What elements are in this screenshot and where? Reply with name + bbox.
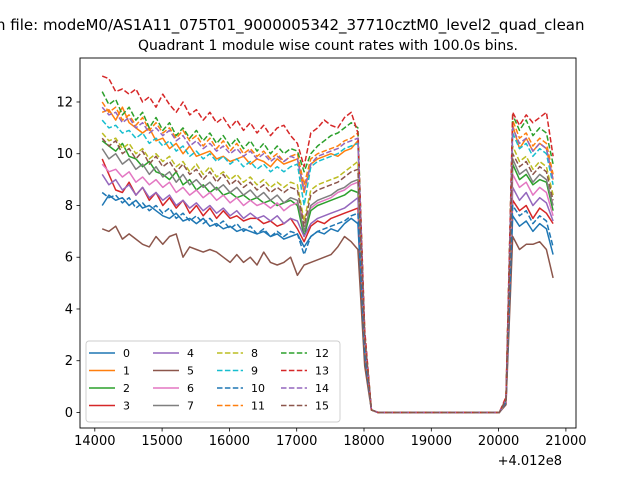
series-line-15	[101, 137, 554, 414]
legend-label-2: 2	[123, 382, 130, 395]
x-tick-label: 20000	[478, 434, 519, 449]
y-tick-label: 2	[65, 354, 73, 369]
legend-label-5: 5	[187, 365, 194, 378]
chart-title: Quadrant 1 module wise count rates with …	[138, 38, 518, 54]
legend-label-8: 8	[251, 347, 258, 360]
legend-label-13: 13	[315, 365, 329, 378]
legend-frame	[85, 340, 341, 423]
x-tick-label: 16000	[209, 434, 250, 449]
legend-label-11: 11	[251, 400, 265, 413]
x-tick-label: 15000	[141, 434, 182, 449]
legend-label-10: 10	[251, 382, 265, 395]
y-tick-label: 12	[56, 95, 73, 110]
series-layer	[101, 75, 554, 414]
x-tick-label: 18000	[343, 434, 384, 449]
legend-label-12: 12	[315, 347, 329, 360]
plot-frame	[79, 57, 577, 429]
y-tick-label: 8	[65, 199, 73, 214]
legend-label-0: 0	[123, 347, 130, 360]
legend-label-1: 1	[123, 365, 130, 378]
legend-label-4: 4	[187, 347, 194, 360]
x-tick-label: 19000	[411, 434, 452, 449]
y-axis: 0 2 4 6 8 10 12	[56, 95, 80, 421]
x-tick-label: 14000	[74, 434, 115, 449]
legend-label-6: 6	[187, 382, 194, 395]
legend-label-15: 15	[315, 400, 329, 413]
x-tick-label: 21000	[545, 434, 586, 449]
legend-label-14: 14	[315, 382, 329, 395]
figure-suptitle: n file: modeM0/AS1A11_075T01_9000005342_…	[0, 16, 585, 35]
y-tick-label: 6	[65, 251, 73, 266]
x-tick-label: 17000	[276, 434, 317, 449]
y-tick-label: 0	[65, 406, 73, 421]
legend-label-9: 9	[251, 365, 258, 378]
legend-label-3: 3	[123, 400, 130, 413]
y-tick-label: 4	[65, 302, 73, 317]
legend-label-7: 7	[187, 400, 194, 413]
y-tick-label: 10	[56, 147, 73, 162]
x-axis: 14000 15000 16000 17000 18000 19000 20000 21000	[74, 428, 587, 449]
x-offset-label: +4.012e8	[498, 454, 562, 469]
